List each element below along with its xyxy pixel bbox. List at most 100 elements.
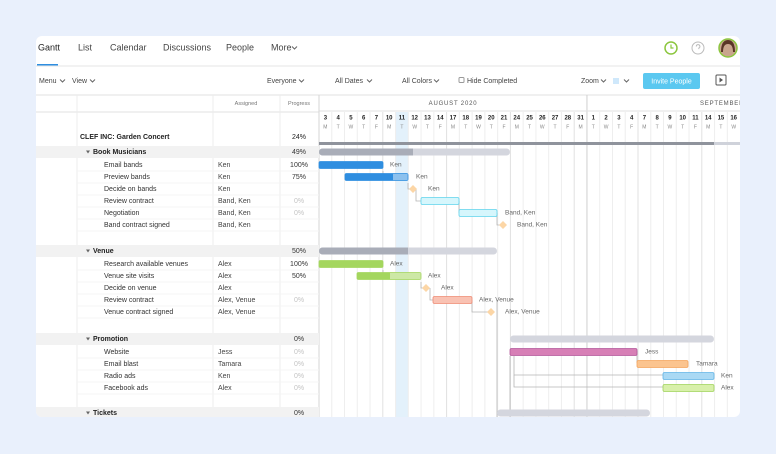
day-number: 31 xyxy=(577,116,584,122)
day-number: 7 xyxy=(375,116,379,122)
invite-button-label[interactable]: Invite People xyxy=(651,78,692,85)
menu-button[interactable]: Menu xyxy=(39,78,57,85)
task-progress: 0% xyxy=(294,385,304,392)
people-filter[interactable]: Everyone xyxy=(267,78,297,85)
task-name: Research available venues xyxy=(104,261,189,268)
card xyxy=(36,36,740,417)
day-number: 4 xyxy=(630,116,634,122)
day-number: 14 xyxy=(705,116,712,122)
bar-assignee-label: Alex, Venue xyxy=(479,297,514,304)
hide-completed-checkbox[interactable] xyxy=(458,77,465,83)
group-name: Venue xyxy=(93,248,114,255)
collapse-arrow[interactable] xyxy=(86,337,90,341)
task-assignee: Alex, Venue xyxy=(218,297,255,304)
collapse-arrow[interactable] xyxy=(86,150,90,154)
day-number: 25 xyxy=(526,116,533,122)
day-number: 11 xyxy=(692,116,699,122)
task-progress: 0% xyxy=(294,361,304,368)
task-name: Website xyxy=(104,349,129,356)
bar-assignee-label: Alex xyxy=(428,273,441,280)
bar-assignee-label: Alex xyxy=(441,285,454,292)
task-assignee: Band, Ken xyxy=(218,198,251,205)
day-number: 14 xyxy=(437,116,444,122)
day-number: 19 xyxy=(475,116,482,122)
group-name: Book Musicians xyxy=(93,149,146,156)
color-filter[interactable]: All Colors xyxy=(402,78,432,85)
weekday-letter: T xyxy=(426,124,429,130)
month-label: SEPTEMBER xyxy=(700,101,744,107)
weekday-letter: T xyxy=(719,124,722,130)
weekday-letter: T xyxy=(464,124,467,130)
tab[interactable]: Gantt xyxy=(38,42,61,52)
task-bar xyxy=(662,384,715,392)
weekday-letter: F xyxy=(375,124,378,130)
zoom-button[interactable]: Zoom xyxy=(581,78,599,85)
task-bar xyxy=(318,260,384,268)
tab[interactable]: Discussions xyxy=(163,42,212,52)
day-number: 18 xyxy=(462,116,469,122)
group-row xyxy=(36,333,319,345)
day-number: 12 xyxy=(411,116,418,122)
task-bar xyxy=(458,209,498,217)
present-play xyxy=(719,77,723,83)
task-bar xyxy=(356,272,422,280)
bar-assignee-label: Band, Ken xyxy=(517,222,548,229)
column-header: Assigned xyxy=(235,101,258,107)
weekday-letter: M xyxy=(323,124,327,130)
view-button[interactable]: View xyxy=(72,78,88,85)
day-number: 9 xyxy=(668,116,672,122)
group-progress: 50% xyxy=(292,248,306,255)
collapse-arrow[interactable] xyxy=(86,411,90,415)
task-assignee: Band, Ken xyxy=(218,210,251,217)
chevron-icon xyxy=(366,79,373,83)
today-column xyxy=(395,112,409,417)
present-icon[interactable] xyxy=(715,74,727,86)
weekday-letter: W xyxy=(476,124,481,130)
day-number: 28 xyxy=(564,116,571,122)
tab[interactable]: List xyxy=(78,42,93,52)
project-bar-rest xyxy=(714,142,740,145)
weekday-letter: T xyxy=(490,124,493,130)
chevron-icon xyxy=(298,79,305,83)
tab[interactable]: Calendar xyxy=(110,42,147,52)
day-number: 8 xyxy=(655,116,659,122)
day-number: 10 xyxy=(679,116,686,122)
weekday-letter: T xyxy=(337,124,340,130)
day-number: 17 xyxy=(450,116,457,122)
task-name: Decide on bands xyxy=(104,186,157,193)
day-number: 24 xyxy=(513,116,520,122)
task-bar-remaining xyxy=(390,272,421,280)
task-progress: 100% xyxy=(290,261,308,268)
clock-hands xyxy=(670,44,674,49)
task-assignee: Tamara xyxy=(218,361,241,368)
tab[interactable]: People xyxy=(226,42,254,52)
day-number: 5 xyxy=(349,116,353,122)
weekday-letter: F xyxy=(502,124,505,130)
tab[interactable]: More xyxy=(271,42,292,52)
weekday-letter: W xyxy=(540,124,545,130)
chevron-icon xyxy=(433,79,440,83)
weekday-letter: W xyxy=(349,124,354,130)
weekday-letter: M xyxy=(515,124,519,130)
day-number: 6 xyxy=(362,116,366,122)
task-assignee: Ken xyxy=(218,162,231,169)
invite-button[interactable] xyxy=(643,73,700,89)
dependency-line xyxy=(513,375,663,388)
task-progress: 0% xyxy=(294,349,304,356)
weekday-letter: T xyxy=(592,124,595,130)
color-swatch[interactable] xyxy=(613,78,619,84)
date-filter[interactable]: All Dates xyxy=(335,78,364,85)
task-bar xyxy=(662,372,715,380)
bar-assignee-label: Alex xyxy=(721,385,734,392)
weekday-letter: T xyxy=(400,124,403,130)
collapse-arrow[interactable] xyxy=(86,249,90,253)
day-number: 1 xyxy=(592,116,596,122)
help-icon xyxy=(691,41,705,55)
weekday-letter: W xyxy=(604,124,609,130)
task-assignee: Alex, Venue xyxy=(218,309,255,316)
task-name: Email blast xyxy=(104,361,138,368)
task-bar xyxy=(420,197,460,205)
bar-assignee-label: Ken xyxy=(416,174,428,181)
